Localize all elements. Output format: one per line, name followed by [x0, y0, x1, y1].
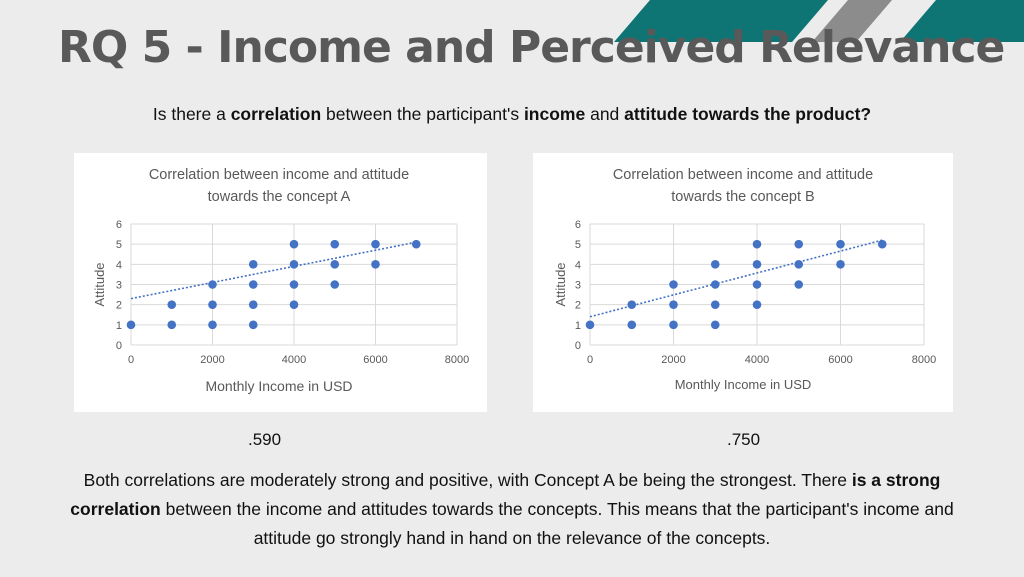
- x-tick-label: 4000: [745, 354, 769, 366]
- correlation-value-a: .590: [248, 430, 282, 449]
- data-point: [208, 320, 217, 330]
- data-point: [794, 239, 804, 249]
- research-question: Is there a correlation between the parti…: [0, 104, 1024, 125]
- chart-title-line2: towards the concept A: [208, 189, 351, 205]
- y-tick-label: 3: [116, 280, 122, 292]
- scatter-chart-concept-b: Correlation between income and attitude t…: [553, 167, 936, 392]
- y-tick-label: 2: [116, 300, 122, 312]
- chart-panel-concept-b: Correlation between income and attitude t…: [533, 153, 953, 412]
- data-point: [289, 260, 299, 269]
- data-point: [248, 260, 258, 269]
- x-tick-label: 0: [587, 354, 593, 366]
- chart-title-line1: Correlation between income and attitude: [149, 167, 409, 183]
- question-bold-income: income: [523, 104, 586, 124]
- question-bold-correlation: correlation: [230, 104, 322, 124]
- data-point: [208, 280, 217, 289]
- data-point: [627, 300, 637, 309]
- data-point: [167, 300, 177, 309]
- data-point: [710, 280, 720, 289]
- chart-title-line2: towards the concept B: [671, 189, 814, 205]
- teal-stripe-left: [614, 0, 828, 42]
- y-tick-label: 1: [116, 320, 122, 332]
- chart-panel-concept-a: Correlation between income and attitude t…: [74, 153, 487, 412]
- data-point: [585, 320, 595, 330]
- data-point: [126, 320, 136, 330]
- data-point: [836, 260, 845, 269]
- data-point: [752, 300, 762, 309]
- chart-title-line1: Correlation between income and attitude: [613, 167, 873, 183]
- y-tick-label: 0: [116, 340, 122, 352]
- y-tick-label: 4: [575, 259, 581, 271]
- data-point: [289, 239, 299, 249]
- data-point: [371, 260, 380, 269]
- data-point: [669, 320, 678, 330]
- question-text-2: between the participant's: [321, 104, 524, 124]
- data-point: [752, 260, 762, 269]
- page-title: RQ 5 - Income and Perceived Relevance: [58, 22, 1005, 73]
- x-tick-label: 4000: [282, 354, 306, 366]
- data-point: [669, 280, 678, 289]
- data-point: [330, 260, 340, 269]
- data-point: [289, 280, 299, 289]
- data-point: [330, 239, 340, 249]
- x-tick-label: 2000: [661, 354, 685, 366]
- data-point: [877, 239, 887, 249]
- x-axis-label: Monthly Income in USD: [205, 378, 352, 394]
- data-point: [330, 280, 340, 289]
- x-tick-label: 6000: [363, 354, 387, 366]
- data-point: [248, 320, 258, 330]
- x-tick-label: 8000: [912, 354, 936, 366]
- y-tick-label: 5: [575, 239, 581, 251]
- data-point: [752, 239, 762, 249]
- data-point: [248, 300, 258, 309]
- y-tick-label: 0: [575, 340, 581, 352]
- data-point: [710, 260, 720, 269]
- data-point: [669, 300, 678, 309]
- teal-stripe-right: [900, 0, 1024, 42]
- x-tick-label: 2000: [200, 354, 224, 366]
- conclusion-text-2: between the income and attitudes towards…: [160, 499, 954, 548]
- question-bold-attitude: attitude towards the product?: [624, 104, 872, 124]
- x-tick-label: 8000: [445, 354, 469, 366]
- data-point: [836, 239, 845, 249]
- scatter-chart-concept-a: Correlation between income and attitude t…: [92, 167, 469, 394]
- data-point: [794, 260, 804, 269]
- y-tick-label: 2: [575, 300, 581, 312]
- conclusion-bold: is a strong correlation: [70, 470, 941, 519]
- y-tick-label: 6: [116, 219, 122, 231]
- x-tick-label: 0: [128, 354, 134, 366]
- x-axis-label: Monthly Income in USD: [675, 377, 812, 392]
- y-tick-label: 6: [575, 219, 581, 231]
- question-text-3: and: [585, 104, 625, 124]
- data-point: [794, 280, 804, 289]
- x-tick-label: 6000: [828, 354, 852, 366]
- y-tick-label: 3: [575, 280, 581, 292]
- data-point: [710, 300, 720, 309]
- data-point: [248, 280, 258, 289]
- y-tick-label: 1: [575, 320, 581, 332]
- data-point: [208, 300, 217, 309]
- gray-stripe: [812, 0, 892, 42]
- data-point: [167, 320, 177, 330]
- question-text-1: Is there a: [152, 104, 231, 124]
- y-tick-label: 5: [116, 239, 122, 251]
- data-point: [627, 320, 637, 330]
- data-point: [710, 320, 720, 330]
- decorative-stripes: [614, 0, 1024, 42]
- data-point: [752, 280, 762, 289]
- conclusion-text: Both correlations are moderately strong …: [40, 466, 984, 553]
- correlation-value-b: .750: [727, 430, 761, 449]
- data-point: [371, 239, 380, 249]
- y-tick-label: 4: [116, 259, 122, 271]
- y-axis-label: Attitude: [553, 262, 568, 306]
- trendline: [130, 241, 417, 300]
- y-axis-label: Attitude: [92, 262, 107, 306]
- data-point: [289, 300, 299, 309]
- conclusion-text-1: Both correlations are moderately strong …: [83, 470, 852, 490]
- data-point: [411, 239, 421, 249]
